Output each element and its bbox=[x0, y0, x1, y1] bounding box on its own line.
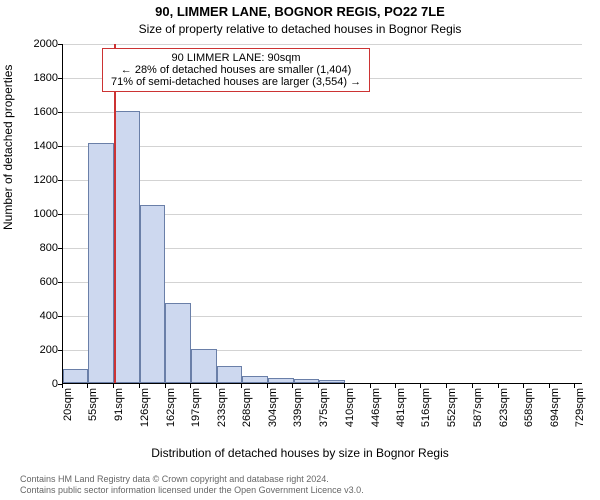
y-tick-label: 200 bbox=[40, 344, 58, 356]
license-line-1: Contains HM Land Registry data © Crown c… bbox=[20, 474, 364, 485]
y-tick bbox=[58, 214, 62, 215]
x-tick-label: 304sqm bbox=[267, 388, 279, 427]
x-tick-label: 375sqm bbox=[318, 388, 330, 427]
x-tick-label: 410sqm bbox=[344, 388, 356, 427]
x-tick-label: 481sqm bbox=[395, 388, 407, 427]
y-tick bbox=[58, 78, 62, 79]
chart-title: 90, LIMMER LANE, BOGNOR REGIS, PO22 7LE bbox=[0, 4, 600, 19]
x-tick-label: 694sqm bbox=[549, 388, 561, 427]
histogram-bar bbox=[140, 205, 166, 384]
y-tick-label: 400 bbox=[40, 310, 58, 322]
gridline bbox=[63, 44, 582, 45]
x-tick-label: 446sqm bbox=[370, 388, 382, 427]
annotation-line: 90 LIMMER LANE: 90sqm bbox=[111, 52, 361, 64]
x-tick-label: 623sqm bbox=[498, 388, 510, 427]
x-tick-label: 339sqm bbox=[292, 388, 304, 427]
x-tick-label: 20sqm bbox=[62, 388, 74, 421]
histogram-bar bbox=[114, 111, 140, 383]
y-tick-label: 2000 bbox=[34, 38, 58, 50]
y-tick bbox=[58, 350, 62, 351]
y-axis-label: Number of detached properties bbox=[1, 65, 15, 230]
histogram-bar bbox=[63, 369, 89, 383]
annotation-box: 90 LIMMER LANE: 90sqm← 28% of detached h… bbox=[102, 48, 370, 92]
chart-container: 90, LIMMER LANE, BOGNOR REGIS, PO22 7LE … bbox=[0, 0, 600, 500]
x-tick-label: 268sqm bbox=[241, 388, 253, 427]
histogram-bar bbox=[294, 379, 320, 383]
histogram-bar bbox=[319, 380, 345, 383]
histogram-bar bbox=[217, 366, 243, 383]
x-tick-label: 729sqm bbox=[574, 388, 586, 427]
y-tick bbox=[58, 146, 62, 147]
y-tick bbox=[58, 282, 62, 283]
marker-line bbox=[114, 44, 116, 383]
annotation-line: ← 28% of detached houses are smaller (1,… bbox=[111, 64, 361, 76]
y-tick-label: 1400 bbox=[34, 140, 58, 152]
y-tick-label: 1000 bbox=[34, 208, 58, 220]
x-tick-label: 233sqm bbox=[216, 388, 228, 427]
histogram-bar bbox=[88, 143, 114, 383]
y-tick bbox=[58, 180, 62, 181]
y-tick bbox=[58, 112, 62, 113]
y-tick-label: 0 bbox=[52, 378, 58, 390]
license-line-2: Contains public sector information licen… bbox=[20, 485, 364, 496]
plot-area bbox=[62, 44, 582, 384]
x-tick-label: 587sqm bbox=[472, 388, 484, 427]
annotation-line: 71% of semi-detached houses are larger (… bbox=[111, 76, 361, 88]
gridline bbox=[63, 180, 582, 181]
y-tick bbox=[58, 248, 62, 249]
x-axis-label: Distribution of detached houses by size … bbox=[0, 446, 600, 460]
y-tick-label: 800 bbox=[40, 242, 58, 254]
x-tick-label: 162sqm bbox=[165, 388, 177, 427]
x-tick-label: 197sqm bbox=[190, 388, 202, 427]
x-tick-label: 516sqm bbox=[420, 388, 432, 427]
chart-subtitle: Size of property relative to detached ho… bbox=[0, 22, 600, 36]
y-tick-label: 1800 bbox=[34, 72, 58, 84]
gridline bbox=[63, 146, 582, 147]
y-tick-label: 1600 bbox=[34, 106, 58, 118]
y-tick bbox=[58, 44, 62, 45]
histogram-bar bbox=[165, 303, 191, 383]
y-tick-label: 600 bbox=[40, 276, 58, 288]
x-tick-label: 658sqm bbox=[523, 388, 535, 427]
x-tick-label: 126sqm bbox=[139, 388, 151, 427]
x-tick-label: 552sqm bbox=[446, 388, 458, 427]
y-tick-label: 1200 bbox=[34, 174, 58, 186]
gridline bbox=[63, 112, 582, 113]
x-tick-label: 91sqm bbox=[113, 388, 125, 421]
x-tick-label: 55sqm bbox=[87, 388, 99, 421]
y-tick bbox=[58, 316, 62, 317]
histogram-bar bbox=[242, 376, 268, 383]
histogram-bar bbox=[268, 378, 294, 383]
license-text: Contains HM Land Registry data © Crown c… bbox=[20, 474, 364, 496]
histogram-bar bbox=[191, 349, 217, 383]
